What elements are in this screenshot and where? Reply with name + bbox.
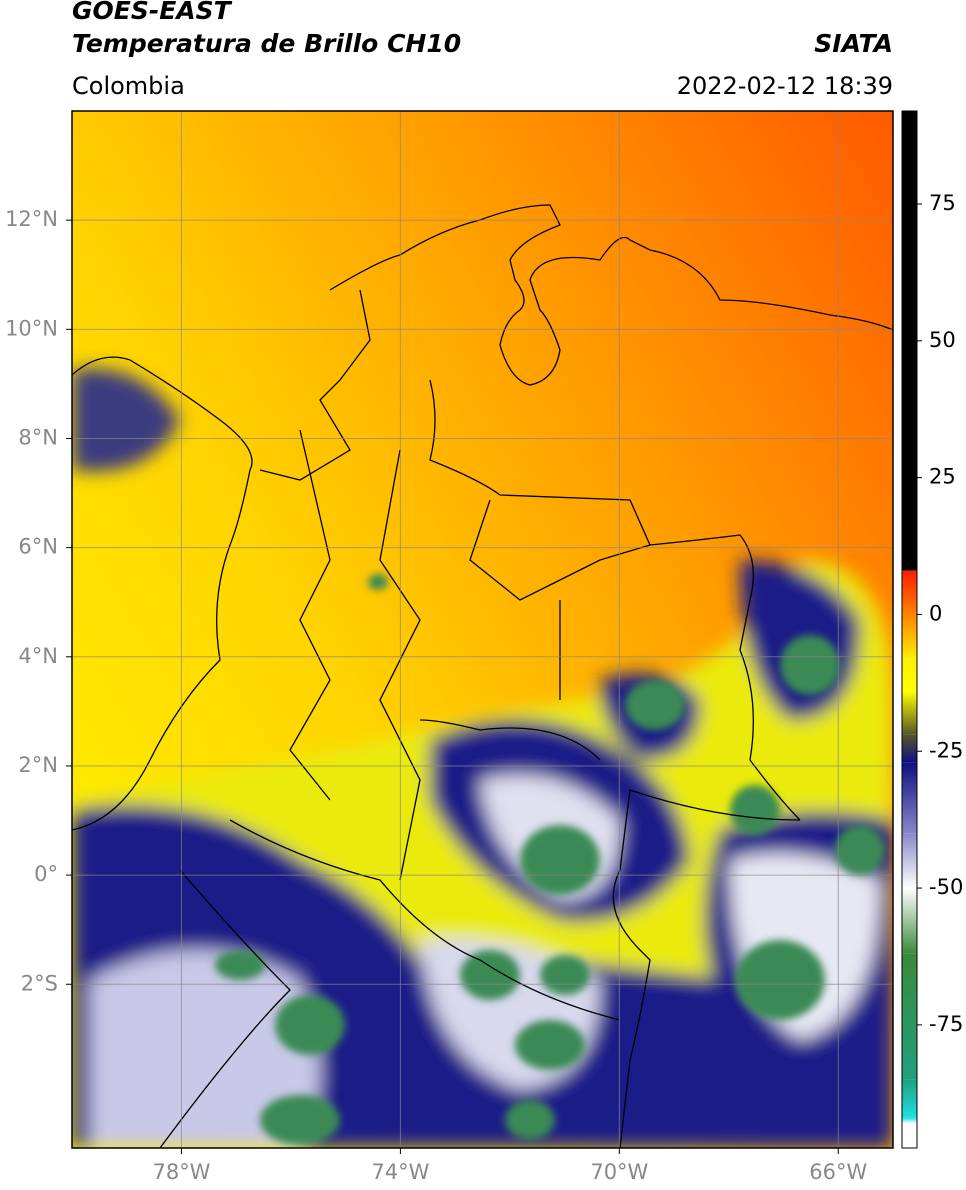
grid	[72, 111, 893, 1148]
colorbar-tick-label: 75	[929, 191, 956, 215]
colorbar-segment	[902, 658, 917, 692]
source: SIATA	[814, 29, 893, 58]
y-tick-label: 10°N	[5, 316, 58, 340]
colorbar-segment	[902, 1123, 917, 1148]
colorbar-segment	[902, 734, 917, 763]
colorbar-tick-label: 25	[929, 465, 956, 489]
colorbar-segment	[902, 111, 917, 571]
region: Colombia	[72, 72, 185, 100]
colorbar: 75 50 25 0 -25 -50 -75	[902, 111, 963, 1148]
colorbar-segment	[902, 1079, 917, 1118]
y-tick-label: 0°	[34, 862, 58, 886]
y-tick-label: 2°N	[18, 753, 58, 777]
colorbar-segment	[902, 833, 917, 889]
map-frame	[71, 110, 894, 1149]
x-tick-label: 74°W	[371, 1160, 429, 1184]
colorbar-segment	[902, 888, 917, 954]
colorbar-segment	[902, 570, 917, 659]
x-tick-label: 70°W	[590, 1160, 648, 1184]
colorbar-tick-label: 50	[929, 328, 956, 352]
colorbar-tick-label: -50	[929, 875, 963, 899]
y-tick-label: 12°N	[5, 207, 58, 231]
x-tick-label: 66°W	[809, 1160, 867, 1184]
datetime: 2022-02-12 18:39	[677, 72, 893, 100]
y-tick-label: 6°N	[18, 535, 58, 559]
y-tick-label: 4°N	[18, 644, 58, 668]
x-tick-label: 78°W	[152, 1160, 210, 1184]
colorbar-segment	[902, 1117, 917, 1124]
map-imagery	[72, 111, 893, 1148]
y-tick-label: 2°S	[21, 971, 58, 995]
colorbar-segment	[902, 762, 917, 834]
title: GOES-EAST	[72, 0, 233, 25]
cold-tops	[215, 574, 885, 1145]
colorbar-tick-label: 0	[929, 601, 942, 625]
colorbar-segment	[902, 691, 917, 735]
subtitle: Temperatura de Brillo CH10	[72, 29, 461, 58]
colorbar-tick-label: -25	[929, 738, 963, 762]
colorbar-frame	[901, 110, 918, 1149]
colorbar-segment	[902, 953, 917, 1080]
y-tick-label: 8°N	[18, 425, 58, 449]
borders	[72, 204, 893, 1148]
colorbar-tick-label: -75	[929, 1012, 963, 1036]
